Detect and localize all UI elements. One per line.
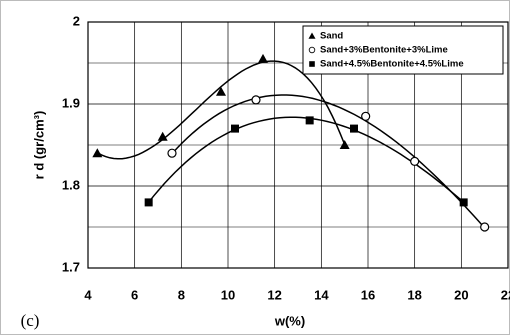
point — [305, 116, 314, 125]
x-tick-label: 20 — [454, 287, 468, 302]
y-axis-label: r d (gr/cm³) — [31, 111, 46, 180]
point — [410, 156, 420, 166]
panel-label: (c) — [21, 311, 40, 330]
legend-box — [302, 25, 504, 75]
legend-label: Sand — [320, 31, 343, 42]
point — [350, 124, 358, 133]
y-tick-label: 1.9 — [62, 95, 80, 110]
point — [231, 124, 239, 133]
y-tick-label: 2 — [73, 13, 80, 28]
point — [459, 198, 468, 207]
point — [216, 86, 226, 96]
legend-marker — [308, 46, 316, 54]
x-axis-label: w(%) — [274, 313, 305, 328]
point — [339, 140, 350, 149]
x-tick-label: 8 — [178, 287, 185, 302]
legend-marker — [309, 61, 315, 67]
point — [144, 198, 153, 207]
legend-marker — [308, 32, 316, 39]
point — [167, 148, 177, 158]
point — [361, 111, 371, 121]
trend-curve — [171, 94, 486, 229]
point — [480, 222, 490, 232]
x-tick-label: 18 — [407, 287, 421, 302]
point — [92, 148, 103, 158]
point — [258, 53, 268, 63]
point — [157, 131, 168, 141]
legend-label: Sand+3%Bentonite+3%Lime — [320, 45, 448, 56]
legend-label: Sand+4.5%Bentonite+4.5%Lime — [320, 59, 464, 70]
x-tick-label: 10 — [221, 287, 235, 302]
legend: Sand Sand+3%Bentonite+3%Lime Sand+4.5%Bent… — [302, 25, 504, 75]
y-tick-label: 1.7 — [62, 259, 80, 274]
x-tick-label: 12 — [267, 287, 281, 302]
x-tick-label: 6 — [131, 287, 138, 302]
x-tick-label: 16 — [361, 287, 375, 302]
y-tick-label: 1.8 — [62, 177, 80, 192]
point — [251, 95, 261, 105]
x-tick-label: 14 — [314, 287, 329, 302]
x-tick-label: 4 — [84, 287, 92, 302]
x-tick-label: 22 — [501, 287, 510, 302]
plot-border — [87, 21, 509, 269]
